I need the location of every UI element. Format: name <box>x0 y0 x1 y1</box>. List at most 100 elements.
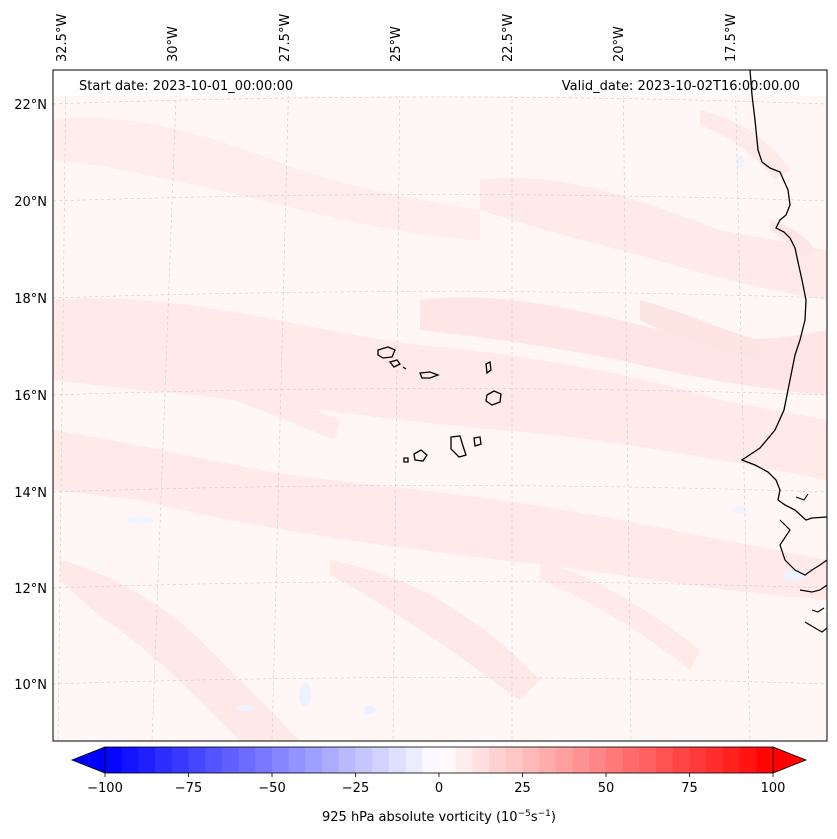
colorbar-cell <box>238 747 256 773</box>
colorbar-cell <box>739 747 757 773</box>
colorbar-label: 925 hPa absolute vorticity (10−5s−1) <box>322 809 556 825</box>
valid-date-text: Valid_date: 2023-10-02T16:00:00.00 <box>562 79 800 94</box>
colorbar-cell <box>756 747 774 773</box>
colorbar-ticks: −100 −75 −50 −25 0 25 50 75 100 <box>87 773 785 796</box>
colorbar-tick-label: −75 <box>175 781 202 796</box>
lon-label: 27.5°W <box>278 14 293 62</box>
lat-label: 10°N <box>14 678 47 693</box>
vorticity-band <box>60 560 300 741</box>
start-date-text: Start date: 2023-10-01_00:00:00 <box>79 79 293 94</box>
colorbar-cell <box>288 747 306 773</box>
colorbar-cell <box>171 747 190 773</box>
colorbar-cell <box>322 747 340 773</box>
lat-label: 18°N <box>14 292 47 307</box>
colorbar-cell <box>422 747 440 773</box>
map-frame <box>52 69 828 742</box>
lat-label: 20°N <box>14 195 47 210</box>
gridline-lat <box>53 581 827 589</box>
lon-label: 20°W <box>612 26 627 62</box>
lon-label: 17.5°W <box>724 14 739 62</box>
colorbar-label-exp2: −1 <box>538 809 551 819</box>
africa-coastline <box>740 70 827 521</box>
island-sao-nicolau <box>419 371 440 379</box>
colorbar-cell <box>121 747 139 773</box>
gridline-lon <box>57 70 67 741</box>
island-brava <box>403 457 409 463</box>
gridline-lon <box>271 70 290 741</box>
colorbar-cell <box>355 747 373 773</box>
colorbar-cell <box>639 747 657 773</box>
colorbar-cell <box>656 747 674 773</box>
colorbar-cell <box>205 747 223 773</box>
colorbar-cell <box>505 747 524 773</box>
colorbar-cell <box>489 747 507 773</box>
island-boa-vista <box>485 390 502 406</box>
colorbar-cell <box>622 747 640 773</box>
colorbar-tick-label: −100 <box>87 781 123 796</box>
gridline-lat <box>53 485 827 493</box>
vorticity-band <box>53 298 827 480</box>
colorbar-cell <box>221 747 240 773</box>
colorbar-cell <box>255 747 273 773</box>
colorbar-cell <box>305 747 323 773</box>
longitude-labels: 32.5°W 30°W 27.5°W 25°W 22.5°W 20°W 17.5… <box>55 14 739 62</box>
colorbar-cells <box>105 747 774 773</box>
coast-segment <box>811 607 825 613</box>
lon-label: 30°W <box>166 26 181 62</box>
colorbar-cell <box>372 747 390 773</box>
colorbar-tick-label: 50 <box>598 781 615 796</box>
vorticity-band <box>53 430 827 600</box>
colorbar-cell <box>572 747 590 773</box>
vorticity-band <box>700 110 790 180</box>
colorbar-cell <box>388 747 407 773</box>
gridline-lon <box>734 70 751 741</box>
coast-segment <box>804 621 827 633</box>
vorticity-band <box>330 560 540 700</box>
colorbar-cell <box>338 747 357 773</box>
gridline-lon <box>151 70 178 741</box>
colorbar: −100 −75 −50 −25 0 25 50 75 100 925 hPa absolute… <box>70 746 808 825</box>
colorbar-cell <box>105 747 123 773</box>
colorbar-cell <box>188 747 206 773</box>
colorbar-label-suffix: ) <box>551 810 556 825</box>
colorbar-cell <box>472 747 490 773</box>
lat-label: 14°N <box>14 486 47 501</box>
negative-vorticity-patch <box>732 506 748 514</box>
gridline-lat <box>53 194 827 202</box>
negative-vorticity-patch <box>237 705 253 711</box>
island-santo-antao <box>377 346 396 359</box>
colorbar-tick-label: 25 <box>514 781 531 796</box>
colorbar-cell <box>555 747 574 773</box>
colorbar-cell <box>272 747 290 773</box>
latitude-labels: 22°N 20°N 18°N 16°N 14°N 12°N 10°N <box>14 98 47 693</box>
vorticity-field <box>53 70 827 741</box>
gridline-lat <box>53 96 827 105</box>
lon-label: 25°W <box>389 26 404 62</box>
colorbar-label-prefix: 925 hPa absolute vorticity (10 <box>322 810 518 825</box>
lon-label: 22.5°W <box>501 14 516 62</box>
coast-segment <box>799 584 827 593</box>
colorbar-cell <box>589 747 607 773</box>
colorbar-cell <box>155 747 173 773</box>
colorbar-cell <box>405 747 423 773</box>
vorticity-band <box>200 370 340 440</box>
negative-vorticity-patch <box>299 683 311 707</box>
colorbar-cell <box>606 747 624 773</box>
vorticity-band <box>540 560 700 670</box>
colorbar-cell <box>539 747 557 773</box>
colorbar-tick-label: 100 <box>761 781 786 796</box>
gridline-lat <box>53 388 827 396</box>
gridline-lon <box>392 70 401 741</box>
lat-label: 22°N <box>14 98 47 113</box>
colorbar-low-extension <box>70 746 106 774</box>
colorbar-cell <box>706 747 724 773</box>
gridline-lat <box>53 291 827 299</box>
island-sao-vicente <box>388 359 401 368</box>
colorbar-cell <box>455 747 473 773</box>
gridline-lon <box>622 70 632 741</box>
header-strip <box>53 70 827 96</box>
colorbar-cell <box>672 747 691 773</box>
negative-vorticity-patch <box>126 516 154 524</box>
colorbar-cell <box>522 747 540 773</box>
